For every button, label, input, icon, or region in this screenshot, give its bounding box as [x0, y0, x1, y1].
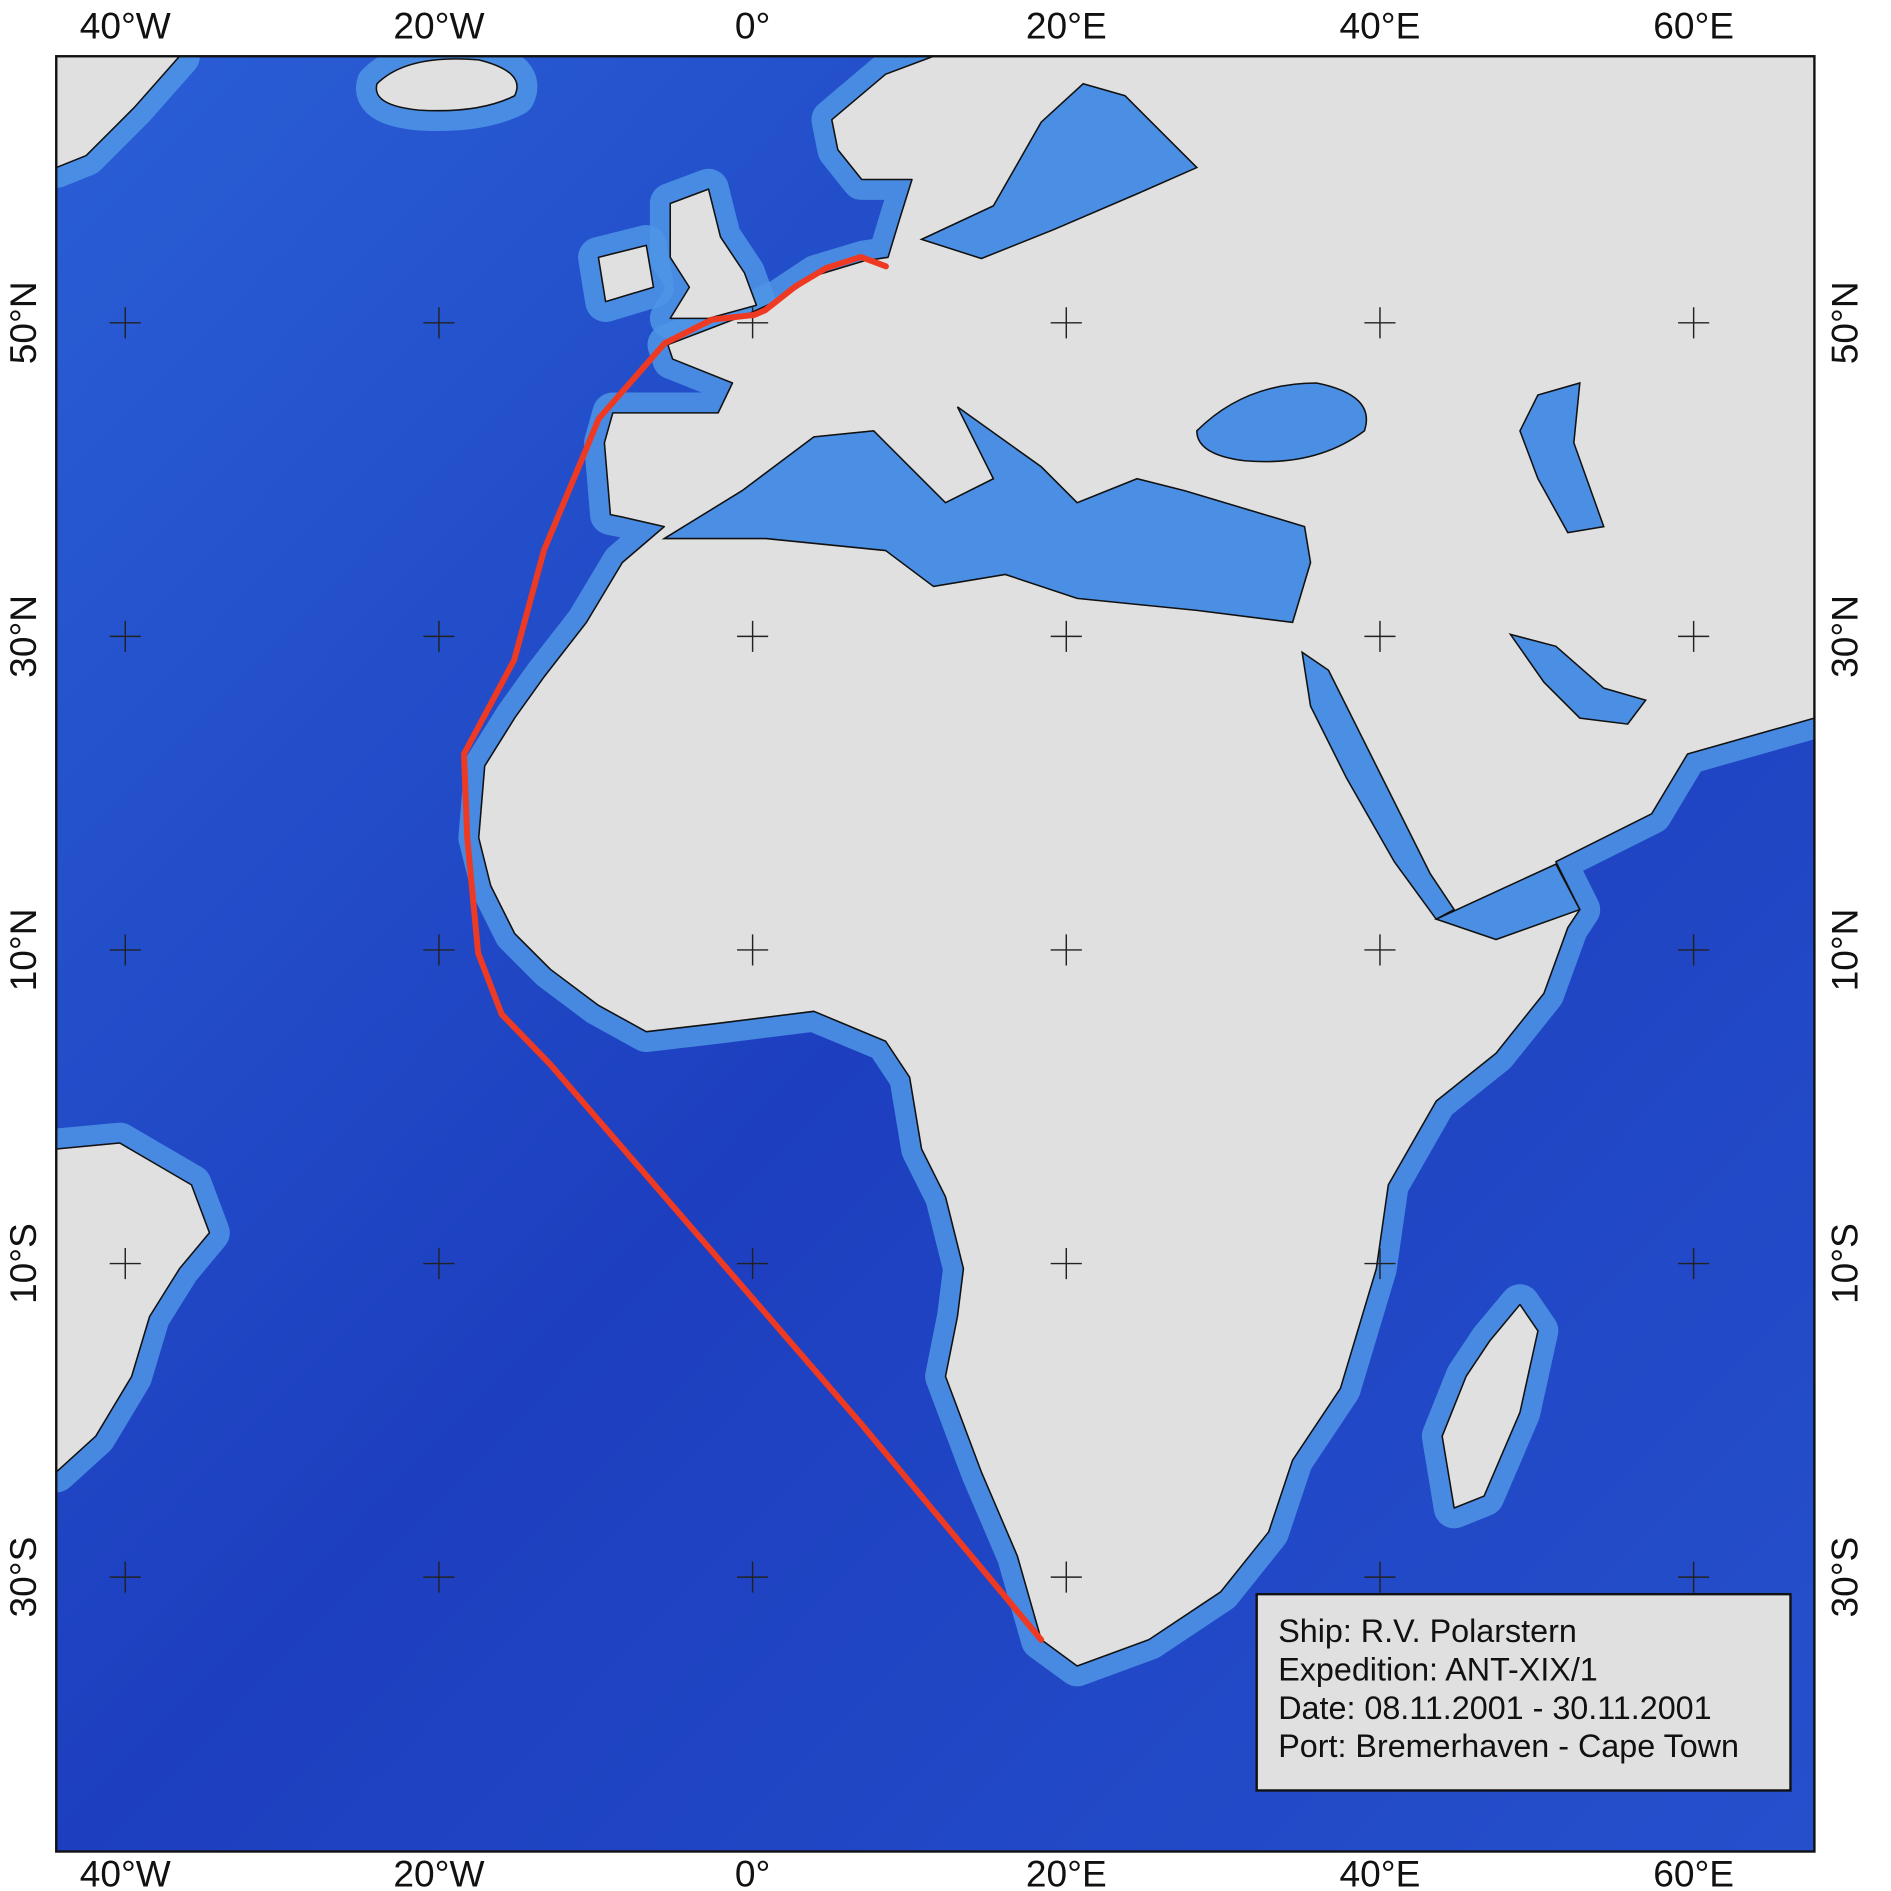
y-tick-label-left: 30°N [2, 595, 44, 678]
y-tick-label-left: 30°S [2, 1537, 44, 1618]
y-tick-label-right: 10°S [1824, 1223, 1866, 1304]
grid-cross [109, 1247, 141, 1280]
overlay [109, 253, 1710, 1643]
grid-cross [423, 934, 455, 966]
x-tick-label-top: 60°E [1653, 5, 1734, 47]
y-tick-label-right: 30°S [1824, 1537, 1866, 1618]
madagascar [1441, 1303, 1539, 1509]
info-box-frame [1255, 1592, 1792, 1792]
grid-cross [1050, 307, 1082, 339]
y-tick-label-right: 30°N [1824, 595, 1866, 678]
x-tick-label-bottom: 20°E [1026, 1852, 1107, 1891]
grid-cross [1364, 1561, 1396, 1593]
grid-cross [109, 1561, 141, 1593]
grid-cross [737, 620, 769, 652]
grid-cross [109, 620, 141, 652]
grid-cross [1678, 1247, 1710, 1280]
grid-cross [737, 1561, 769, 1593]
iceland [375, 58, 518, 112]
x-tick-label-bottom: 0° [735, 1852, 770, 1891]
grid-cross [423, 1561, 455, 1593]
x-tick-label-top: 20°W [393, 5, 484, 47]
grid-cross [1678, 620, 1710, 652]
black-sea [1196, 382, 1368, 463]
x-tick-label-top: 40°W [80, 5, 171, 47]
greenland [56, 56, 181, 169]
x-tick-label-bottom: 60°E [1653, 1852, 1734, 1891]
y-tick-label-left: 10°S [2, 1223, 44, 1304]
grid-cross [1364, 620, 1396, 652]
y-tick-label-left: 50°N [2, 281, 44, 364]
grid-cross [109, 934, 141, 966]
y-tick-label-right: 50°N [1824, 281, 1866, 364]
x-tick-label-top: 40°E [1340, 5, 1421, 47]
info-port: Port: Bremerhaven - Cape Town [1278, 1728, 1739, 1764]
grid-cross [737, 934, 769, 966]
grid-cross [423, 1247, 455, 1280]
gulf-of-aden [1434, 863, 1581, 941]
y-tick-label-right: 10°N [1824, 909, 1866, 992]
y-tick-label-left: 10°N [2, 909, 44, 992]
grid-cross [1364, 1247, 1396, 1280]
grid-cross [1678, 934, 1710, 966]
x-tick-label-bottom: 20°W [393, 1852, 484, 1891]
map-body [56, 56, 1815, 1852]
info-expedition: Expedition: ANT-XIX/1 [1278, 1652, 1598, 1688]
grid-cross [1050, 934, 1082, 966]
grid-cross [423, 307, 455, 339]
x-tick-label-bottom: 40°W [80, 1852, 171, 1891]
grid-cross [1678, 307, 1710, 339]
grid-cross [423, 620, 455, 652]
caspian-sea [1519, 381, 1605, 534]
persian-gulf [1508, 633, 1647, 725]
south-america [56, 1142, 211, 1473]
info-date: Date: 08.11.2001 - 30.11.2001 [1278, 1690, 1711, 1726]
grid-cross [1678, 1561, 1710, 1593]
grid-cross [1364, 934, 1396, 966]
info-ship: Ship: R.V. Polarstern [1278, 1613, 1577, 1649]
seas [661, 82, 1647, 941]
grid-cross [109, 307, 141, 339]
info-box: Ship: R.V. Polarstern Expedition: ANT-XI… [1255, 1592, 1792, 1792]
x-tick-label-bottom: 40°E [1340, 1852, 1421, 1891]
great-britain [669, 188, 758, 320]
grid-cross [1364, 307, 1396, 339]
ireland [597, 244, 655, 303]
x-tick-label-top: 0° [735, 5, 770, 47]
map-frame [55, 55, 1816, 1853]
grid-cross [1050, 1561, 1082, 1593]
grid-cross [1050, 1247, 1082, 1280]
grid-cross [1050, 620, 1082, 652]
grid-cross [737, 1247, 769, 1280]
mediterranean [661, 406, 1312, 624]
x-tick-label-top: 20°E [1026, 5, 1107, 47]
baltic-sea [919, 82, 1199, 260]
ship-track [461, 253, 1045, 1643]
